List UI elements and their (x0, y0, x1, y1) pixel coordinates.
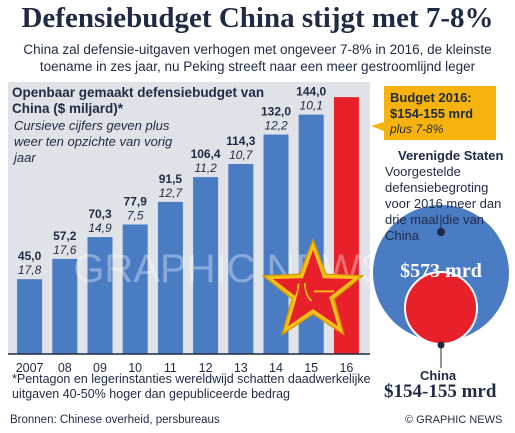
tick-label-14: 14 (269, 361, 283, 375)
tick-label-16: 16 (339, 361, 353, 375)
bar-14 (263, 134, 289, 354)
china-circle (404, 271, 478, 345)
tick-label-2007: 2007 (16, 361, 44, 375)
star-emblem-inner (273, 250, 353, 326)
china-label: China (420, 368, 457, 383)
increase-label-12: 11,2 (194, 161, 217, 175)
emblem-glyph: 八一 (291, 281, 335, 306)
increase-label-10: 7,5 (127, 208, 144, 222)
labels-group: 45,017,8 2007 57,217,6 08 70,314,9 09 77,97,5 1… (16, 85, 354, 375)
value-label-12: 106,4 (191, 147, 221, 161)
chart-title: Openbaar gemaakt defensiebudget van Chin… (12, 85, 265, 116)
budget-callout: Budget 2016: $154-155 mrd plus 7-8% (384, 86, 496, 140)
subtitle: China zal defensie-uitgaven verhogen met… (23, 42, 492, 74)
value-label-09: 70,3 (88, 207, 112, 221)
increase-label-2007: 17,8 (18, 263, 42, 277)
value-label-11: 91,5 (159, 172, 183, 186)
value-label-15: 144,0 (296, 85, 326, 99)
tick-label-08: 08 (58, 361, 72, 375)
budget-callout-line1: Budget 2016: (390, 90, 472, 105)
value-label-2007: 45,0 (18, 249, 42, 263)
increase-label-15: 10,1 (300, 99, 323, 113)
chart-note: Cursieve cijfers geven plus weer ten opz… (14, 118, 173, 165)
value-label-13: 114,3 (226, 134, 256, 148)
callout-pointer (371, 122, 384, 131)
tick-label-11: 11 (164, 361, 177, 375)
increase-label-09: 14,9 (88, 221, 112, 235)
value-label-08: 57,2 (53, 229, 77, 243)
value-label-14: 132,0 (261, 105, 291, 119)
bar-2007 (17, 279, 43, 354)
bar-08 (52, 258, 78, 354)
page-title: Defensiebudget China stijgt met 7-8% (21, 2, 494, 34)
bar-12 (193, 177, 219, 354)
us-text: Voorgestelde defensiebegroting voor 2016… (385, 164, 502, 243)
bar-13 (228, 163, 254, 354)
footnote: *Pentagon en legerinstanties wereldwijd … (12, 372, 371, 401)
bar-11 (157, 201, 183, 354)
tick-label-09: 09 (93, 361, 107, 375)
china-amount: $154-155 mrd (384, 381, 497, 402)
us-title: Verenigde Staten (398, 148, 504, 163)
value-label-10: 77,9 (124, 194, 148, 208)
increase-label-11: 12,7 (159, 186, 184, 200)
tick-label-15: 15 (304, 361, 318, 375)
source: Bronnen: Chinese overheid, persbureaus (10, 414, 220, 426)
bar-09 (87, 237, 113, 354)
bars-group (17, 97, 359, 355)
increase-label-13: 10,7 (229, 148, 254, 162)
tick-label-10: 10 (128, 361, 142, 375)
tick-label-13: 13 (234, 361, 248, 375)
increase-label-08: 17,6 (53, 243, 77, 257)
budget-callout-line2: $154-155 mrd (390, 106, 474, 121)
increase-label-14: 12,2 (264, 119, 288, 133)
tick-label-12: 12 (199, 361, 213, 375)
budget-callout-line3: plus 7-8% (390, 122, 444, 136)
bar-10 (122, 224, 148, 354)
credit: © GRAPHIC NEWS (405, 414, 503, 426)
us-amount: $573 mrd (400, 260, 482, 282)
